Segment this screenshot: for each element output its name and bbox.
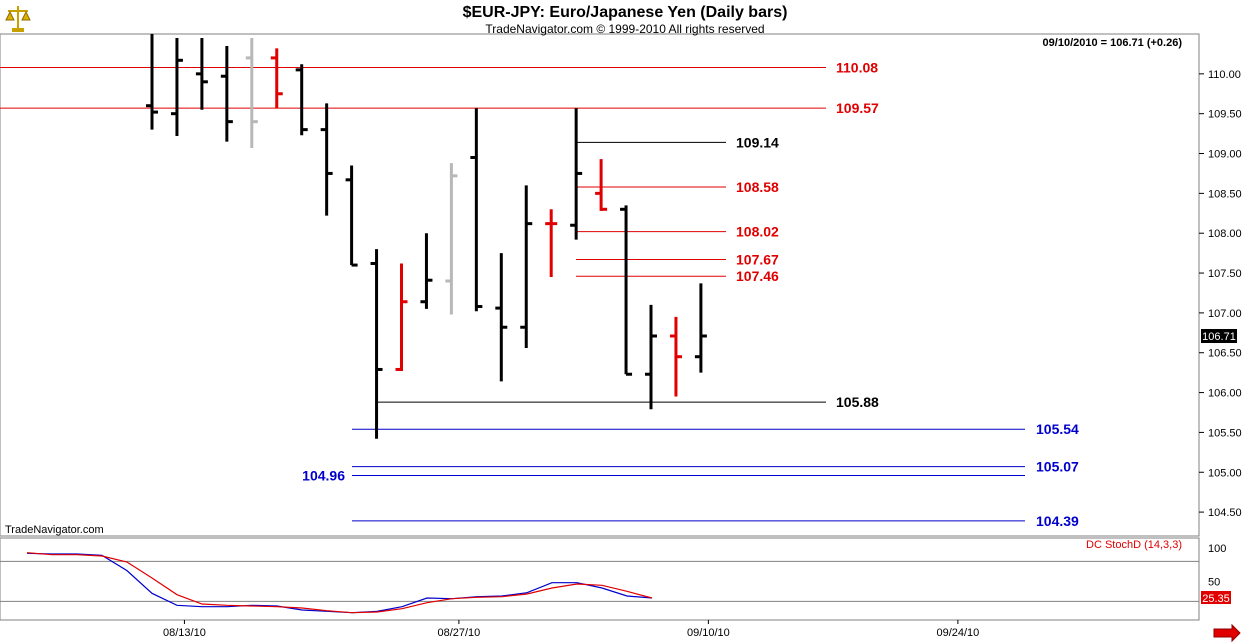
y-tick-label: 105.50 <box>1208 427 1242 439</box>
level-label: 105.07 <box>1036 459 1079 475</box>
stoch-label: DC StochD (14,3,3) <box>1086 539 1182 551</box>
last-price-label: 106.71 <box>1202 331 1236 343</box>
y-tick-label: 109.00 <box>1208 149 1242 161</box>
chart-title: $EUR-JPY: Euro/Japanese Yen (Daily bars) <box>463 4 788 21</box>
level-label: 107.46 <box>736 268 779 284</box>
level-label: 110.08 <box>836 59 878 75</box>
price-layer: 110.08 109.57 109.14 108.58 108.02 107.67107.… <box>0 34 1079 529</box>
stoch-last-badge <box>1201 591 1231 604</box>
y-tick-label: 106.50 <box>1208 348 1242 360</box>
last-price-badge <box>1201 328 1237 343</box>
y-tick-label: 110.00 <box>1208 69 1241 81</box>
stoch-y-tick-label: 50 <box>1208 576 1220 588</box>
axis-layer: 110.00 109.50 109.00 108.50 108.00 107.50 107.… <box>163 69 1242 639</box>
last-quote: 09/10/2010 = 106.71 (+0.26) <box>1043 37 1183 49</box>
y-tick-label: 108.00 <box>1208 228 1242 240</box>
scales-logo-icon <box>5 6 31 32</box>
level-label: 104.96 <box>302 467 345 483</box>
y-tick-label: 109.50 <box>1208 109 1242 121</box>
y-tick-label: 104.50 <box>1208 507 1242 519</box>
y-tick-label: 106.00 <box>1208 388 1242 400</box>
level-label: 105.88 <box>836 394 879 410</box>
y-tick-label: 108.50 <box>1208 188 1242 200</box>
x-tick-label: 08/13/10 <box>163 627 206 639</box>
chart-subtitle: TradeNavigator.com © 1999-2010 All right… <box>485 22 764 36</box>
level-label: 105.54 <box>1036 421 1079 437</box>
level-label: 104.39 <box>1036 513 1079 529</box>
stoch-line <box>26 552 653 614</box>
stochastic-layer <box>0 552 1199 614</box>
stochastic-panel <box>0 537 1200 621</box>
y-tick-label: 107.50 <box>1208 268 1242 280</box>
level-label: 109.14 <box>736 134 779 150</box>
level-label: 108.02 <box>736 224 779 240</box>
x-tick-label: 08/27/10 <box>437 627 480 639</box>
stoch-last-label: 25.35 <box>1202 593 1230 605</box>
level-label: 107.67 <box>736 252 779 268</box>
level-label: 109.57 <box>836 100 879 116</box>
watermark: TradeNavigator.com <box>5 524 104 536</box>
level-label: 108.58 <box>736 179 779 195</box>
price-panel <box>0 33 1200 537</box>
y-tick-label: 105.00 <box>1208 467 1242 479</box>
x-tick-label: 09/10/10 <box>687 627 730 639</box>
y-tick-label: 107.00 <box>1208 308 1242 320</box>
stoch-y-tick-label: 100 <box>1208 543 1226 555</box>
right-arrow-icon[interactable] <box>1213 623 1241 643</box>
x-tick-label: 09/24/10 <box>936 627 979 639</box>
